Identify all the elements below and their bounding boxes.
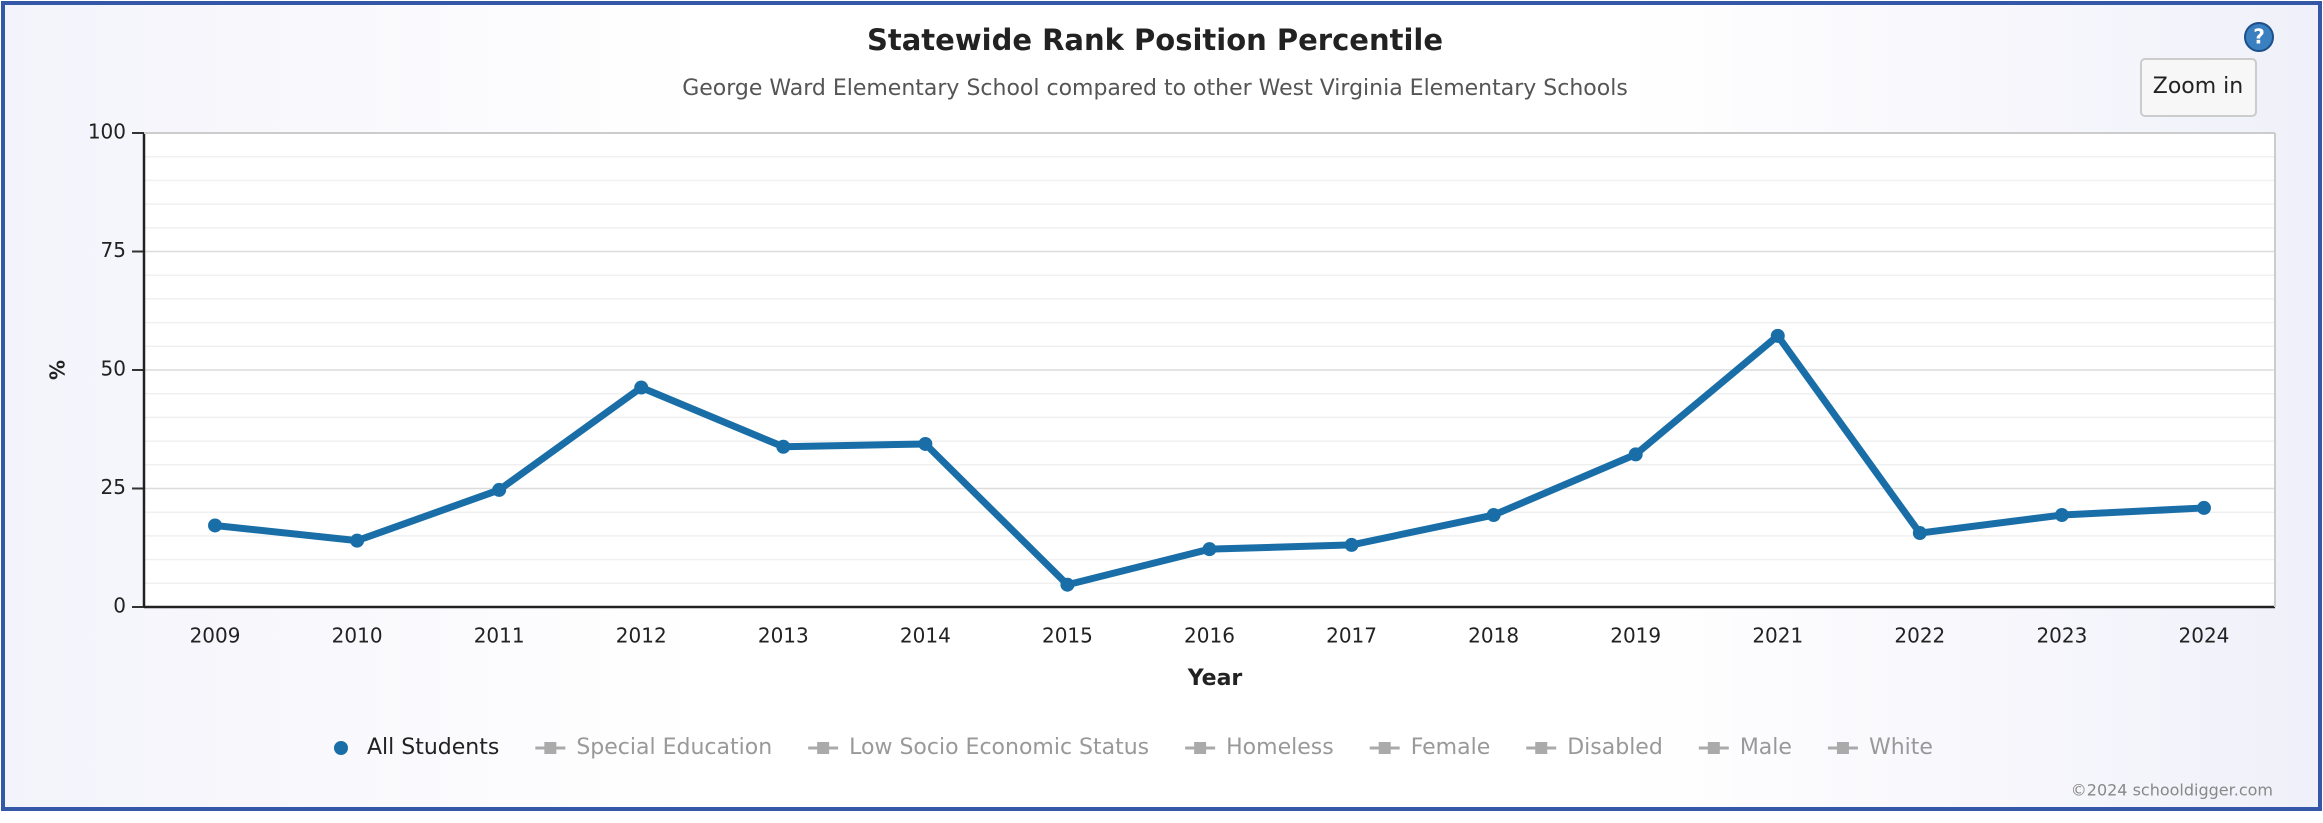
x-tick-label: 2021 [1752,624,1803,648]
x-tick-label: 2018 [1468,624,1519,648]
x-tick-label: 2014 [900,624,951,648]
data-point [634,380,649,395]
x-tick-label: 2017 [1326,624,1377,648]
x-axis-label: Year [1187,666,1243,691]
y-tick-label: 50 [101,357,126,381]
x-tick-label: 2012 [616,624,667,648]
zoom-button-box[interactable] [2140,58,2257,117]
data-point [492,482,507,497]
chart-subtitle: George Ward Elementary School compared t… [682,76,1628,101]
legend-label: All Students [367,735,499,760]
x-tick-label: 2013 [758,624,809,648]
legend-label: Disabled [1567,735,1663,760]
legend-label: White [1869,735,1933,760]
data-point [2054,508,2069,523]
data-point [350,533,365,548]
data-point [1912,526,1927,541]
x-tick-label: 2022 [1894,624,1945,648]
legend-label: Low Socio Economic Status [849,735,1149,760]
data-point [1060,577,1075,592]
legend-marker [1535,742,1548,754]
legend-item[interactable]: Special Education [535,735,772,760]
legend-item[interactable]: All Students [334,735,499,760]
legend-marker [334,741,348,755]
y-tick-label: 25 [101,475,126,499]
legend-marker [544,742,557,754]
y-tick-label: 100 [88,120,126,144]
legend-item[interactable]: Disabled [1526,735,1663,760]
zoom-button-label[interactable]: Zoom in [2153,74,2243,99]
x-tick-label: 2016 [1184,624,1235,648]
x-tick-label: 2009 [190,624,241,648]
help-circle[interactable] [2244,22,2274,52]
legend-marker [1836,742,1849,754]
x-tick-label: 2024 [2179,624,2230,648]
data-point [1344,537,1359,552]
legend-item[interactable]: Female [1369,735,1491,760]
legend-label: Female [1411,735,1491,760]
chart-title: Statewide Rank Position Percentile [867,23,1443,57]
legend-label: Male [1740,735,1792,760]
legend-label: Homeless [1226,735,1334,760]
data-point [918,436,933,451]
legend-item[interactable]: White [1827,735,1933,760]
data-point [1202,542,1217,557]
legend-item[interactable]: Homeless [1185,735,1334,760]
y-tick-label: 75 [101,238,126,262]
zoom-button[interactable]: Zoom in [2140,58,2257,117]
legend-marker [817,742,830,754]
help-icon[interactable]: ? [2244,22,2274,52]
data-point [1628,447,1643,462]
x-tick-label: 2019 [1610,624,1661,648]
x-tick-label: 2015 [1042,624,1093,648]
legend-marker [1194,742,1207,754]
legend-marker [1378,742,1391,754]
data-point [208,518,223,533]
data-point [1770,328,1785,343]
data-point [1486,508,1501,523]
legend-item[interactable]: Low Socio Economic Status [808,735,1149,760]
data-point [2196,500,2211,515]
x-tick-label: 2011 [474,624,525,648]
legend-label: Special Education [576,735,772,760]
y-axis-label: % [46,360,70,380]
data-point [776,439,791,454]
legend-item[interactable]: Male [1698,735,1792,760]
legend-marker [1707,742,1720,754]
x-tick-label: 2023 [2036,624,2087,648]
help-mark[interactable]: ? [2253,25,2265,49]
credit: ©2024 schooldigger.com [2071,781,2273,800]
x-tick-label: 2010 [332,624,383,648]
y-tick-label: 0 [113,594,126,618]
